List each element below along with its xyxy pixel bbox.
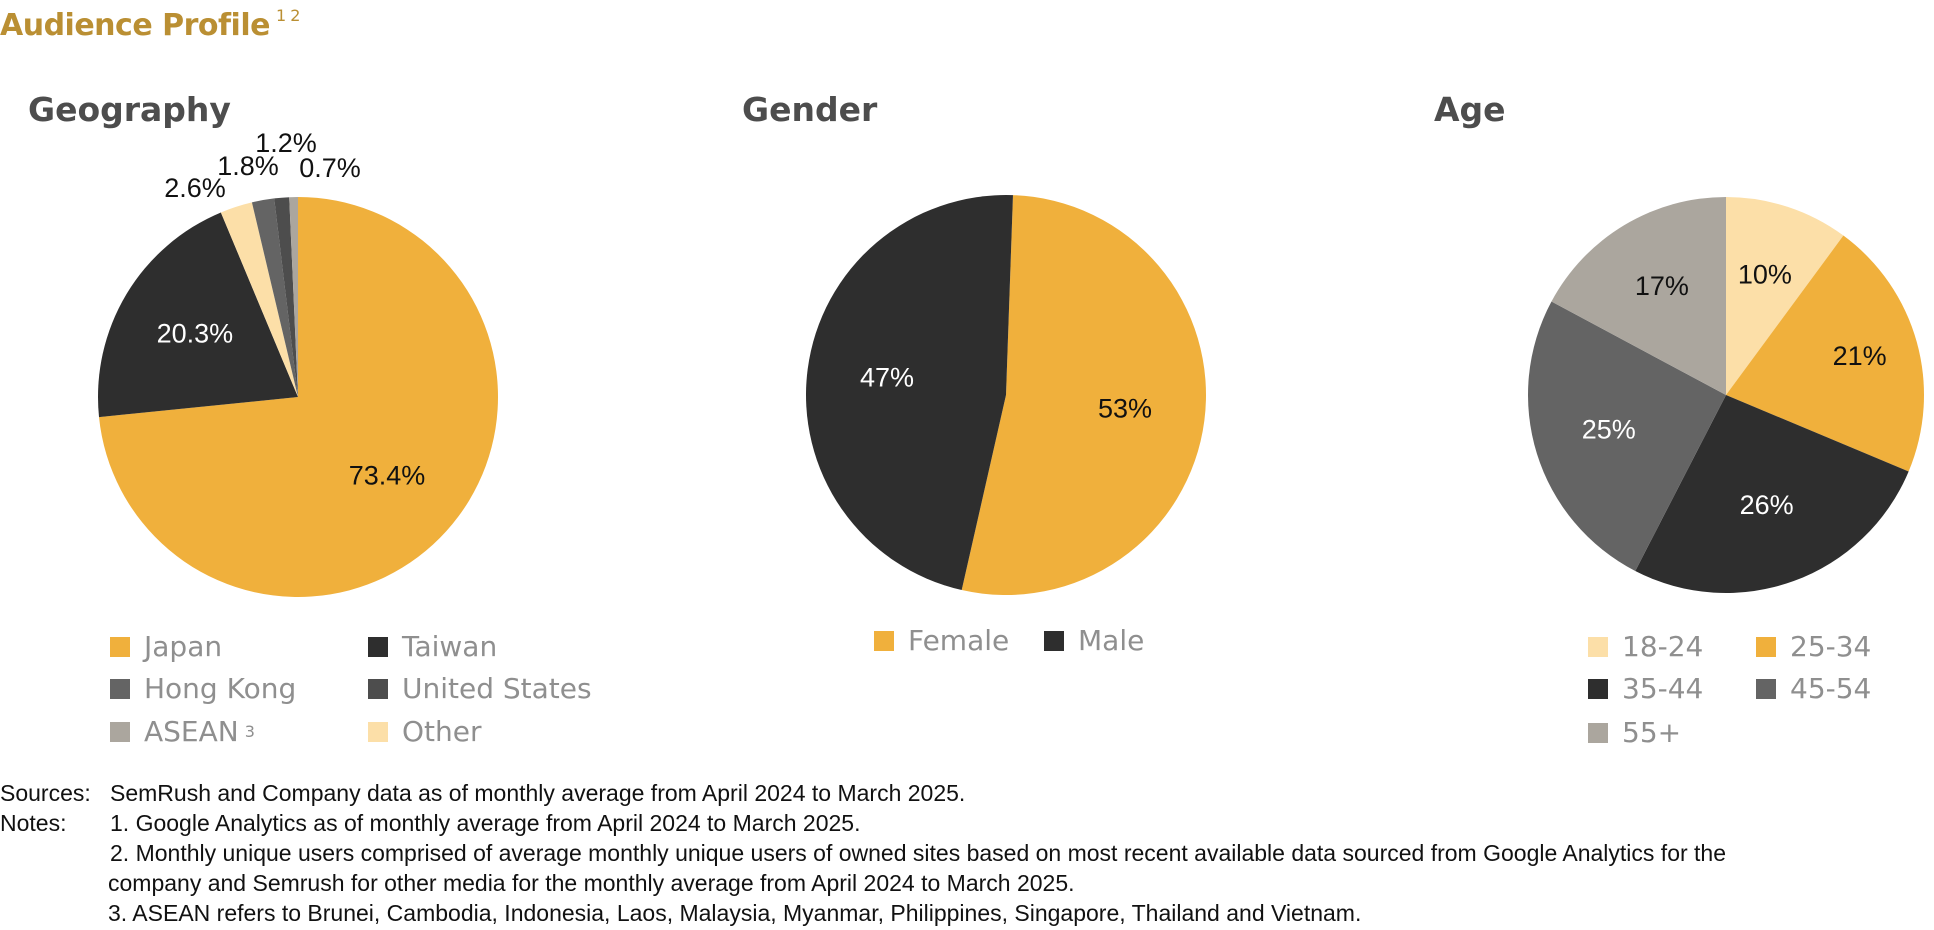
pie-slice-japan (99, 197, 498, 597)
pie-slice-male (805, 195, 1013, 591)
pie-slice-female (961, 195, 1206, 595)
sources-label: Sources: (0, 780, 91, 806)
legend-item-25-34: 25-34 (1756, 630, 1871, 663)
legend-label: ASEAN (144, 715, 239, 748)
legend-item-other: Other (368, 715, 482, 748)
legend-swatch (1588, 678, 1608, 699)
legend-label: 25-34 (1790, 630, 1872, 663)
legend-swatch (110, 678, 130, 699)
pie-slice-asean (289, 197, 298, 397)
slice-label-hong-kong: 1.8% (217, 151, 279, 181)
pie-slice-hong-kong (251, 198, 298, 397)
legend-label: 45-54 (1790, 672, 1872, 705)
note-2-line-2: company and Semrush for other media for … (108, 870, 1075, 896)
legend-swatch (874, 630, 894, 651)
legend-label: 18-24 (1622, 630, 1704, 663)
geography-pie-chart: 73.4% 20.3% 2.6%1.8%1.2%0.7% (97, 128, 498, 597)
legend-swatch (368, 636, 388, 657)
age-pie-chart: 10% 21% 26% 25% 17% (1528, 197, 1924, 593)
legend-label: 35-44 (1622, 672, 1704, 705)
legend-swatch (1756, 636, 1776, 657)
slice-label-japan: 73.4% (349, 461, 426, 491)
legend-footnote-ref: 3 (244, 722, 255, 741)
gender-pie-chart: 53% 47% (805, 195, 1206, 595)
slice-label-18-24: 10% (1738, 260, 1792, 290)
title-footnote-refs: 1 2 (275, 6, 300, 25)
slice-label-35-44: 26% (1740, 490, 1794, 520)
slice-label-25-34: 21% (1833, 341, 1887, 371)
legend-item-taiwan: Taiwan (368, 630, 497, 663)
slice-label-male: 47% (860, 363, 914, 393)
page-title: Audience Profile 1 2 (0, 6, 300, 43)
legend-item-35-44: 35-44 (1588, 672, 1703, 705)
legend-item-hong-kong: Hong Kong (110, 672, 296, 705)
notes-label: Notes: (0, 810, 67, 836)
legend-swatch (368, 721, 388, 742)
pie-slice-united-states (274, 197, 298, 397)
legend-swatch (1588, 636, 1608, 657)
legend-label: Hong Kong (144, 672, 297, 705)
legend-item-55-plus: 55+ (1588, 716, 1681, 749)
legend-label: Taiwan (402, 630, 498, 663)
pie-slice-18-24 (1726, 197, 1844, 395)
legend-item-asean: ASEAN 3 (110, 715, 255, 748)
legend-swatch (1588, 722, 1608, 743)
pie-slice-45-54 (1528, 301, 1726, 571)
pie-slice-35-44 (1635, 395, 1909, 593)
legend-item-japan: Japan (110, 630, 222, 663)
legend-label: United States (402, 672, 592, 705)
slice-label-55: 17% (1635, 271, 1689, 301)
legend-item-united-states: United States (368, 672, 592, 705)
legend-label: Japan (144, 630, 223, 663)
legend-label: Male (1078, 624, 1145, 657)
legend-item-female: Female (874, 624, 1009, 657)
slice-label-45-54: 25% (1582, 415, 1636, 445)
pie-slice-25-34 (1726, 235, 1924, 472)
legend-label: 55+ (1622, 716, 1682, 749)
legend-label: Other (402, 715, 482, 748)
note-1: 1. Google Analytics as of monthly averag… (110, 810, 861, 836)
legend-label: Female (908, 624, 1010, 657)
note-3: 3. ASEAN refers to Brunei, Cambodia, Ind… (108, 900, 1362, 926)
legend-item-male: Male (1044, 624, 1144, 657)
legend-swatch (1044, 630, 1064, 651)
slice-label-united-states: 1.2% (255, 128, 317, 158)
note-2-line-1: 2. Monthly unique users comprised of ave… (110, 840, 1727, 866)
legend-swatch (1756, 678, 1776, 699)
geography-title: Geography (28, 90, 231, 129)
legend-swatch (110, 636, 130, 657)
slice-label-taiwan: 20.3% (157, 319, 234, 349)
age-title: Age (1434, 90, 1506, 129)
pie-slice-other (220, 202, 298, 397)
pie-slice-taiwan (97, 212, 298, 418)
page-title-text: Audience Profile (0, 8, 270, 43)
slice-label-other: 2.6% (164, 173, 226, 203)
legend-item-45-54: 45-54 (1756, 672, 1871, 705)
legend-item-18-24: 18-24 (1588, 630, 1703, 663)
sources-text: SemRush and Company data as of monthly a… (110, 780, 966, 806)
gender-title: Gender (742, 90, 878, 129)
pie-slice-55 (1551, 197, 1726, 395)
slice-label-asean: 0.7% (299, 153, 361, 183)
slice-label-female: 53% (1098, 394, 1152, 424)
legend-swatch (110, 721, 130, 742)
legend-swatch (368, 678, 388, 699)
